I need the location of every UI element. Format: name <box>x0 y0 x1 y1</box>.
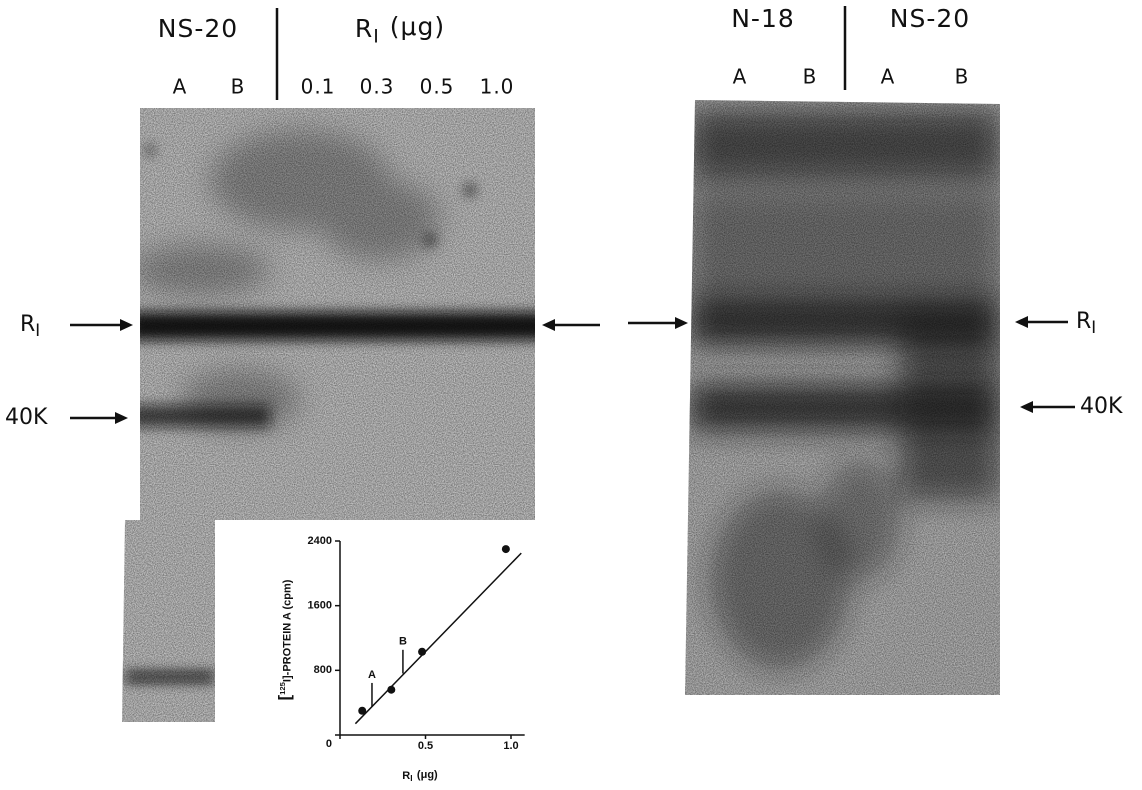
cell-line: NS-20 <box>158 14 238 43</box>
lane-label: B <box>231 75 246 99</box>
dose-label-sub: I <box>373 26 380 47</box>
annotation-label: B <box>399 636 407 648</box>
y-tick-label: 0 <box>326 738 332 750</box>
dose-label-main: R <box>355 14 373 43</box>
annotation-label: A <box>368 669 376 681</box>
lane-label: B <box>955 65 970 89</box>
lane-label: B <box>803 65 818 89</box>
marker-label: RI <box>20 312 40 339</box>
marker-label-main: R <box>20 312 35 337</box>
lane-label: 0.1 <box>301 75 336 99</box>
arrows <box>70 316 1075 424</box>
fit-line <box>354 552 522 725</box>
marker-label: 40K <box>5 405 48 430</box>
lane-label: A <box>881 65 896 89</box>
lane-label: 1.0 <box>480 75 515 99</box>
y-tick-label: 1600 <box>308 600 332 612</box>
y-tick-label: 2400 <box>308 535 332 547</box>
x-axis-label-sub: I <box>410 774 412 783</box>
left-blot <box>122 108 535 722</box>
dose-label-unit: (μg) <box>390 12 445 41</box>
y-axis-label: [125I]-PROTEIN A (cpm) <box>276 579 294 700</box>
point <box>418 647 427 656</box>
x-tick-label: 1.0 <box>503 740 518 752</box>
y-label-main: I]-PROTEIN A (cpm) <box>281 579 293 682</box>
dose-label: RI (μg) <box>355 12 445 47</box>
x-axis-label: RI (μg) <box>402 769 438 783</box>
y-label-bracket: [ <box>276 694 294 700</box>
right-blot <box>685 100 1000 695</box>
lane-label: 0.3 <box>360 75 395 99</box>
point <box>358 706 367 715</box>
lane-label: A <box>733 65 748 89</box>
marker-label-sub: I <box>1091 317 1096 336</box>
lane-label: A <box>173 75 188 99</box>
point <box>501 545 510 554</box>
group-label: N-18 <box>731 4 795 33</box>
point <box>387 685 396 694</box>
lane-label: 0.5 <box>420 75 455 99</box>
y-label-sup: 125 <box>278 681 287 695</box>
x-axis-label-unit: (μg) <box>417 769 438 781</box>
x-tick-label: 0.5 <box>418 740 433 752</box>
marker-label-sub: I <box>35 320 40 339</box>
marker-label-main: R <box>1076 309 1091 334</box>
group-label: NS-20 <box>890 4 970 33</box>
marker-label: 40K <box>1080 394 1123 419</box>
marker-label: RI <box>1076 309 1096 336</box>
y-tick-label: 800 <box>314 664 332 676</box>
x-axis-label-main: R <box>402 770 410 782</box>
